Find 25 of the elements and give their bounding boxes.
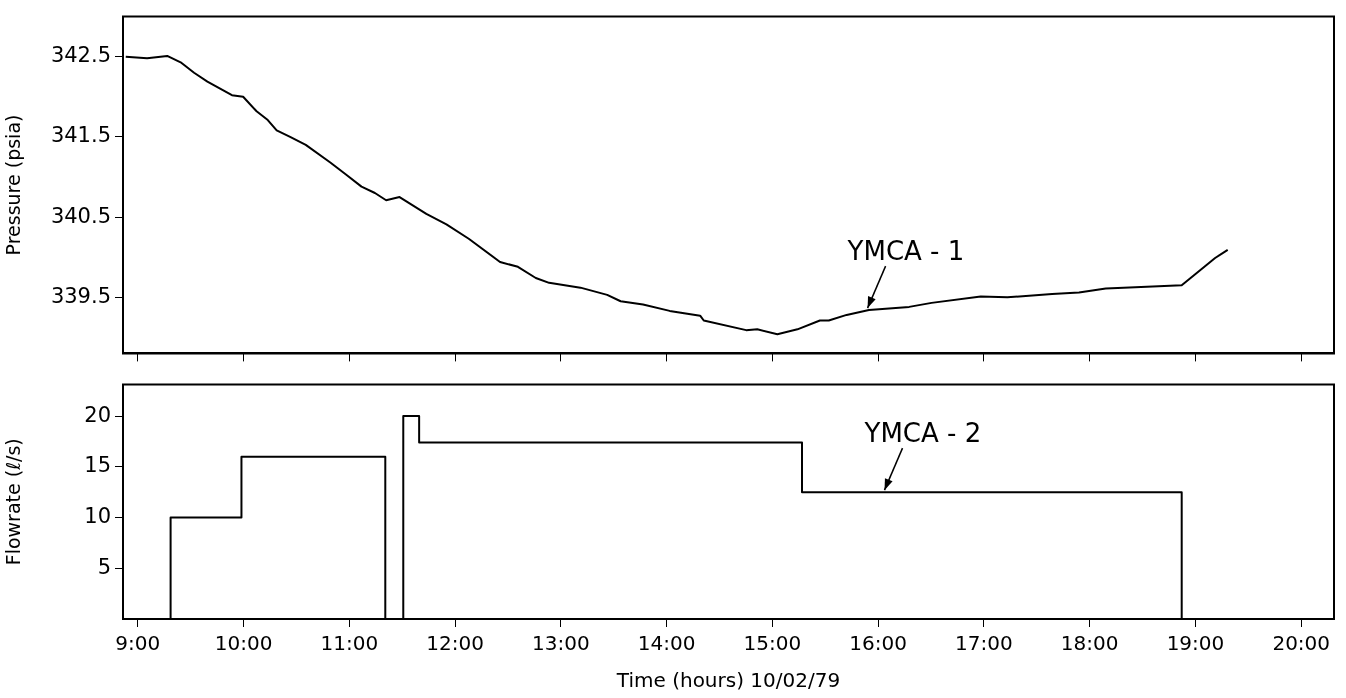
x-tick-label: 12:00 — [426, 631, 484, 656]
x-axis-title: Time (hours) 10/02/79 — [615, 668, 841, 693]
y-tick-label: 340.5 — [50, 203, 111, 228]
x-tick-label: 11:00 — [320, 631, 379, 656]
annotation: YMCA - 1 — [846, 236, 965, 267]
x-tick-label: 17:00 — [955, 631, 1013, 656]
y-tick-label: 5 — [97, 554, 111, 579]
x-tick-label: 9:00 — [115, 631, 161, 656]
y-tick-label: 339.5 — [50, 283, 111, 308]
x-tick-label: 18:00 — [1060, 631, 1119, 656]
x-tick-label: 15:00 — [743, 631, 802, 656]
y-tick-label: 20 — [84, 402, 111, 427]
annotation: YMCA - 2 — [863, 418, 982, 449]
y-axis-title: Flowrate (ℓ/s) — [2, 438, 25, 566]
y-tick-label: 342.5 — [50, 43, 111, 68]
y-axis-title: Pressure (psia) — [2, 114, 25, 256]
y-tick-label: 15 — [84, 453, 111, 478]
x-tick-label: 13:00 — [532, 631, 590, 656]
x-tick-label: 20:00 — [1272, 631, 1331, 656]
x-tick-label: 10:00 — [214, 631, 273, 656]
x-tick-label: 16:00 — [849, 631, 907, 656]
y-tick-label: 341.5 — [50, 123, 111, 148]
x-tick-label: 14:00 — [637, 631, 696, 656]
y-tick-label: 10 — [84, 503, 111, 528]
x-tick-label: 19:00 — [1166, 631, 1225, 656]
